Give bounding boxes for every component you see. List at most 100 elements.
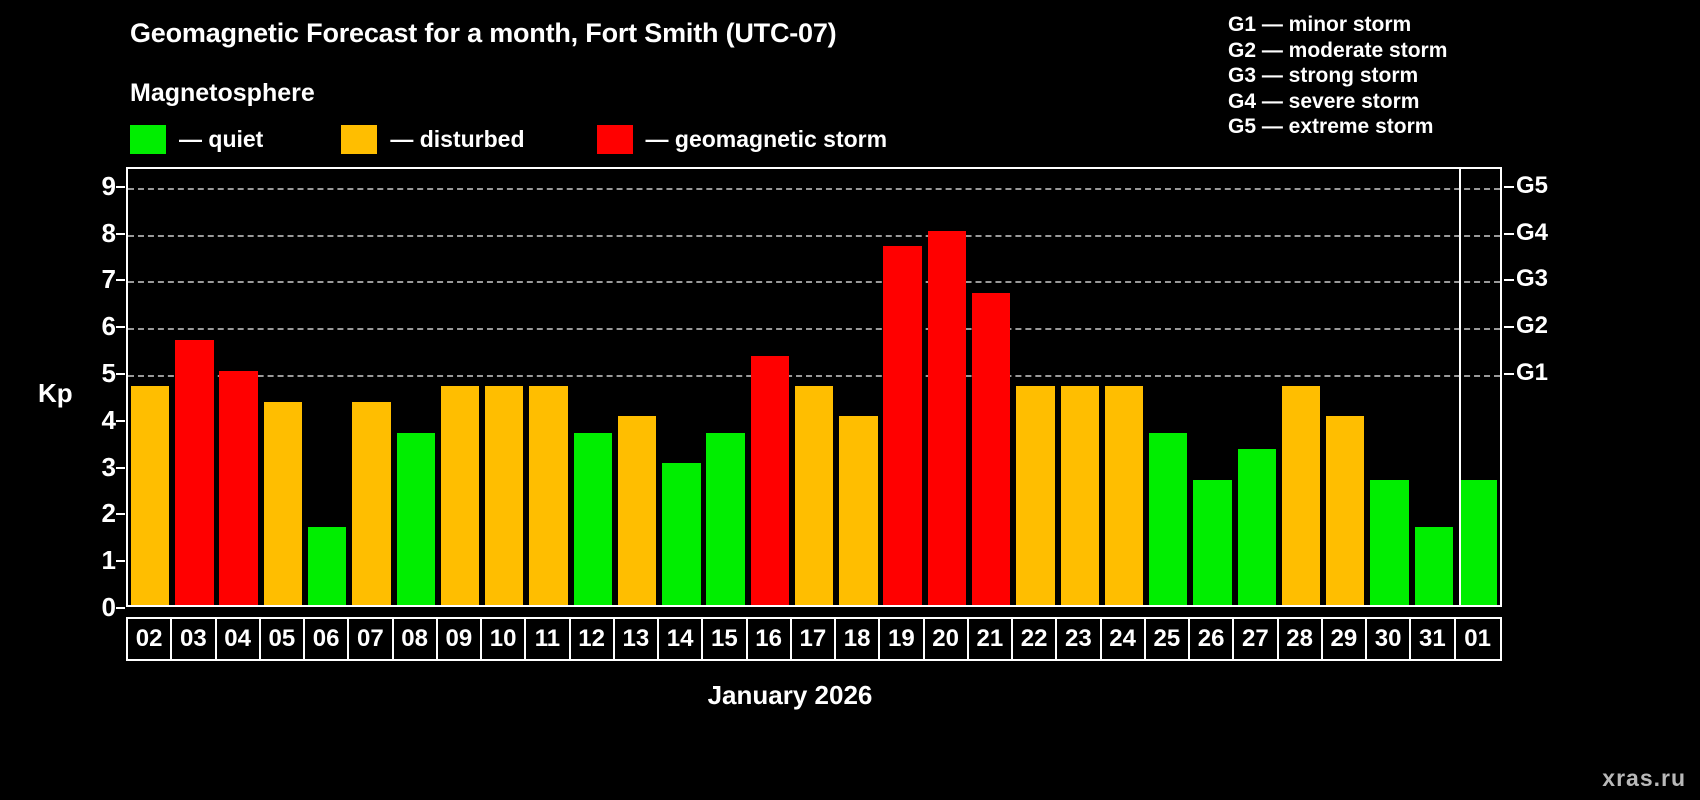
- bar-day-20[interactable]: [927, 230, 967, 605]
- bar-day-16[interactable]: [750, 355, 790, 605]
- bar-day-11[interactable]: [529, 386, 568, 605]
- bar-slot: [836, 169, 880, 605]
- month-caption: January 2026: [707, 680, 873, 710]
- bar-slot: [1323, 169, 1367, 605]
- legend-item-quiet: — quiet: [130, 123, 263, 155]
- x-axis-date-03[interactable]: 03: [172, 619, 217, 659]
- x-axis-date-18[interactable]: 18: [836, 619, 881, 659]
- bar-day-30[interactable]: [1370, 480, 1409, 605]
- y-tick-2: 2: [101, 498, 116, 529]
- legend-label-disturbed: — disturbed: [390, 125, 525, 152]
- x-axis-date-11[interactable]: 11: [526, 619, 571, 659]
- bar-day-12[interactable]: [573, 433, 612, 605]
- bar-day-18[interactable]: [839, 416, 878, 605]
- bar-slot: [394, 169, 438, 605]
- bar-day-05[interactable]: [263, 402, 303, 605]
- bar-day-23[interactable]: [1060, 386, 1099, 605]
- x-axis-date-15[interactable]: 15: [703, 619, 748, 659]
- x-axis-date-01[interactable]: 01: [1455, 619, 1500, 659]
- bar-day-24[interactable]: [1104, 386, 1144, 605]
- x-axis-date-05[interactable]: 05: [260, 619, 305, 659]
- bar-slot: [438, 169, 482, 605]
- bar-day-27[interactable]: [1237, 449, 1276, 605]
- bar-day-13[interactable]: [617, 416, 657, 605]
- x-axis-date-06[interactable]: 06: [305, 619, 350, 659]
- g-tick-mark-G1: [1504, 372, 1514, 375]
- bar-day-07[interactable]: [352, 402, 391, 605]
- x-axis-date-07[interactable]: 07: [349, 619, 394, 659]
- x-axis-date-21[interactable]: 21: [968, 619, 1013, 659]
- gscale-legend-line-4: G4 — severe storm: [1228, 89, 1420, 113]
- x-axis-date-24[interactable]: 24: [1101, 619, 1146, 659]
- legend-item-storm: — geomagnetic storm: [596, 123, 887, 155]
- x-axis-date-19[interactable]: 19: [880, 619, 925, 659]
- bar-day-14[interactable]: [662, 463, 701, 605]
- y-tick-mark-7: [116, 279, 125, 282]
- bar-day-28[interactable]: [1281, 386, 1321, 605]
- bar-slot: [217, 169, 261, 605]
- x-axis-date-20[interactable]: 20: [924, 619, 969, 659]
- x-axis-date-04[interactable]: 04: [216, 619, 261, 659]
- x-axis-date-23[interactable]: 23: [1057, 619, 1102, 659]
- x-axis-date-09[interactable]: 09: [437, 619, 482, 659]
- bar-slot: [703, 169, 747, 605]
- bar-day-31[interactable]: [1414, 526, 1454, 605]
- x-axis-date-25[interactable]: 25: [1145, 619, 1190, 659]
- y-axis-label: Kp: [38, 378, 73, 408]
- bar-day-01[interactable]: [1458, 480, 1498, 605]
- bar-day-06[interactable]: [308, 526, 347, 605]
- bar-day-26[interactable]: [1193, 480, 1232, 605]
- bar-day-10[interactable]: [485, 386, 524, 605]
- g-tick-G4: G4: [1516, 218, 1549, 246]
- x-axis-date-22[interactable]: 22: [1013, 619, 1058, 659]
- bar-day-03[interactable]: [175, 339, 214, 605]
- y-tick-0: 0: [101, 592, 116, 622]
- x-axis-date-12[interactable]: 12: [570, 619, 615, 659]
- x-axis-date-31[interactable]: 31: [1411, 619, 1456, 659]
- g-tick-mark-G5: [1504, 185, 1514, 188]
- bar-slot: [349, 169, 393, 605]
- y-tick-8: 8: [101, 217, 116, 248]
- bar-day-15[interactable]: [706, 433, 745, 605]
- y-tick-3: 3: [101, 451, 116, 482]
- bar-day-08[interactable]: [396, 433, 435, 605]
- bar-day-25[interactable]: [1149, 433, 1188, 605]
- bar-slot: [615, 169, 659, 605]
- gridline-kp-6: [128, 328, 1500, 331]
- bar-day-21[interactable]: [971, 292, 1011, 605]
- x-axis-date-28[interactable]: 28: [1278, 619, 1323, 659]
- plot-area: [126, 167, 1502, 607]
- bar-day-04[interactable]: [219, 370, 258, 605]
- g-tick-mark-G4: [1504, 232, 1514, 235]
- x-axis-date-26[interactable]: 26: [1190, 619, 1235, 659]
- x-axis-date-10[interactable]: 10: [482, 619, 527, 659]
- x-axis-date-29[interactable]: 29: [1322, 619, 1367, 659]
- x-axis-date-13[interactable]: 13: [614, 619, 659, 659]
- y-tick-5: 5: [101, 357, 116, 388]
- bar-day-02[interactable]: [130, 386, 170, 605]
- g-scale-axis: G5 G4 G3 G2 G1: [1504, 167, 1596, 607]
- watermark: xras.ru: [1602, 765, 1686, 791]
- bar-slot: [526, 169, 570, 605]
- bar-day-29[interactable]: [1326, 416, 1365, 605]
- x-axis-date-02[interactable]: 02: [128, 619, 173, 659]
- gscale-legend-line-5: G5 — extreme storm: [1228, 115, 1434, 138]
- page-title: Geomagnetic Forecast for a month, Fort S…: [130, 18, 837, 48]
- x-axis-date-17[interactable]: 17: [791, 619, 836, 659]
- bar-day-22[interactable]: [1016, 386, 1055, 605]
- x-axis-date-08[interactable]: 08: [393, 619, 438, 659]
- bar-day-19[interactable]: [883, 245, 922, 605]
- bar-slot: [1367, 169, 1411, 605]
- month-separator-line: [1458, 169, 1461, 605]
- bar-slot: [881, 169, 925, 605]
- x-axis-date-30[interactable]: 30: [1367, 619, 1412, 659]
- x-axis-date-14[interactable]: 14: [659, 619, 704, 659]
- y-tick-mark-3: [116, 466, 125, 469]
- bar-slot: [1235, 169, 1279, 605]
- bar-day-09[interactable]: [440, 386, 480, 605]
- x-axis-date-27[interactable]: 27: [1234, 619, 1279, 659]
- bar-slot: [1013, 169, 1057, 605]
- x-axis-date-16[interactable]: 16: [747, 619, 792, 659]
- bar-day-17[interactable]: [794, 386, 834, 605]
